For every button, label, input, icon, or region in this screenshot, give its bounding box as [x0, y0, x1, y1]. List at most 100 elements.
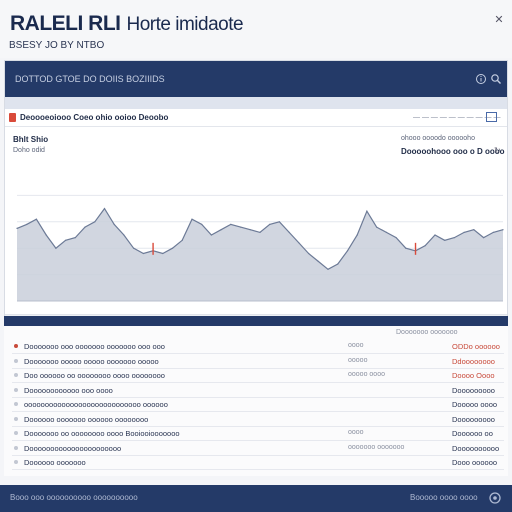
app-title: RALELI RLI Horte imidaote	[10, 12, 244, 36]
data-point	[26, 223, 28, 225]
app-subtitle: BSESY JO BY NTBO	[9, 40, 105, 51]
data-point	[240, 226, 242, 228]
info-right-primary: Dooooohooo ooo o D oooo	[401, 147, 505, 156]
data-point	[502, 229, 504, 231]
data-point	[278, 221, 280, 223]
list-item-value: ODDo oooooo	[452, 342, 500, 351]
row-divider	[12, 367, 504, 369]
data-point	[366, 210, 368, 212]
flag-icon	[9, 113, 16, 122]
data-point	[16, 227, 18, 229]
data-point	[444, 239, 446, 241]
list-item[interactable]: oooooooooooooooooooooooooooo oooooo Doooo…	[4, 398, 508, 412]
list-item[interactable]: Dooooooo ooooo ooooo ooooooo ooooo ooooo D…	[4, 355, 508, 369]
data-point	[395, 237, 397, 239]
list-item-value: Doooooooooo	[452, 443, 500, 453]
data-point	[103, 208, 106, 210]
chevron-icon[interactable]: ↻	[494, 146, 501, 155]
data-point	[210, 234, 212, 236]
list-item[interactable]: Doooooo ooooooo oooooo oooooooo Doooooooo…	[4, 413, 508, 427]
row-divider	[12, 440, 504, 441]
list-item[interactable]: Doo oooooo oo oooooooo oooo oooooooo oooo…	[4, 369, 508, 383]
bullet-icon	[14, 416, 18, 421]
series-area	[17, 208, 503, 301]
data-point	[201, 223, 203, 225]
info-row: Bhlt Shio Doho odid ohooo oooodo oooooho…	[5, 129, 507, 159]
data-point	[473, 229, 475, 231]
data-point	[133, 247, 135, 249]
close-icon[interactable]: ✕	[494, 14, 504, 26]
panel-header: DOTTOD GTOE DO DOIIS BOZIIIDS	[5, 61, 507, 97]
row-divider	[12, 353, 504, 354]
data-point	[45, 234, 47, 236]
app-title-bold: RALELI RLI	[10, 12, 121, 35]
data-point	[463, 231, 465, 233]
bullet-icon	[14, 445, 18, 450]
data-point	[84, 226, 86, 228]
search-icon[interactable]	[490, 73, 502, 85]
row-divider	[12, 425, 504, 427]
bullet-icon	[14, 460, 18, 464]
list-item-value: Dooo oooooo	[452, 458, 498, 467]
chart-toolbar: Deoooeoiooo Coeo ohio ooioo Deoobo — — —…	[5, 109, 507, 127]
list-item-value: Dooooooooo	[452, 385, 495, 395]
list-item-label: Doooooo ooooooo	[24, 458, 86, 467]
status-right: Booooo oooo oooo	[410, 493, 478, 502]
list-item-meta: ooooo oooo	[348, 371, 385, 378]
bottom-status-bar: Booo ooo oooooooooo oooooooooo Booooo oo…	[0, 485, 512, 512]
data-list: Dooooooo ooooooo Dooooooo ooo ooooooo oo…	[4, 326, 508, 476]
data-point	[434, 234, 436, 236]
list-item-label: oooooooooooooooooooooooooooo oooooo	[24, 400, 168, 409]
data-point	[142, 252, 144, 255]
data-point	[220, 229, 222, 231]
data-point	[405, 247, 407, 249]
row-divider	[12, 396, 504, 398]
list-item-value: Ddoooooooo	[452, 356, 495, 366]
data-point	[317, 260, 319, 262]
data-point	[230, 223, 232, 225]
data-point	[308, 252, 310, 255]
list-item-label: Doooooooooooo ooo oooo	[24, 385, 113, 395]
data-point	[492, 231, 494, 233]
bullet-icon	[14, 358, 18, 363]
data-point	[259, 231, 261, 233]
bullet-icon	[14, 402, 18, 406]
info-right-secondary: ohooo oooodo oooooho	[401, 135, 475, 142]
list-item-label: Doo oooooo oo oooooooo oooo oooooooo	[24, 371, 165, 380]
list-item-meta: oooo	[348, 429, 364, 436]
info-left-secondary: Doho odid	[13, 147, 45, 154]
chart-panel: DOTTOD GTOE DO DOIIS BOZIIIDS Deoooeoioo…	[4, 60, 508, 326]
data-point	[171, 247, 174, 249]
data-point	[191, 218, 193, 220]
list-item-value: Dooooooooo	[452, 414, 495, 424]
list-item-label: Doooooooooooooooooooooo	[24, 443, 122, 453]
data-point	[35, 218, 37, 220]
list-item[interactable]: Doooooo ooooooo Dooo oooooo	[4, 456, 508, 470]
data-point	[453, 237, 455, 239]
area-chart	[16, 194, 504, 302]
bullet-icon	[14, 387, 18, 392]
bullet-icon	[14, 344, 18, 348]
list-header: Dooooooo ooooooo	[396, 329, 458, 336]
list-item[interactable]: Dooooooo ooo ooooooo ooooooo ooo ooo oooo…	[4, 340, 508, 354]
list-item[interactable]: Doooooooooooooooooooooo ooooooo ooooooo Do…	[4, 442, 508, 456]
list-item[interactable]: Doooooooooooo ooo oooo Dooooooooo	[4, 384, 508, 398]
list-item-meta: oooo	[348, 342, 364, 349]
bullet-icon	[14, 431, 18, 435]
settings-icon[interactable]	[488, 491, 502, 505]
data-point	[113, 223, 115, 225]
info-icon[interactable]	[475, 73, 487, 85]
data-point	[123, 234, 125, 236]
list-item-value: Doooo Oooo	[452, 371, 495, 380]
data-point	[55, 247, 57, 249]
list-item-label: Dooooooo ooo ooooooo ooooooo ooo ooo	[24, 342, 165, 351]
data-point	[65, 239, 67, 241]
list-item[interactable]: Dooooooo oo oooooooo oooo Booiooiooooooo…	[4, 427, 508, 441]
list-item-value: Dooooo oooo	[452, 400, 498, 409]
list-item-meta: ooooo	[348, 356, 368, 364]
toolbar-right-text: — — — — — — — — — —	[413, 114, 501, 121]
calendar-icon[interactable]	[486, 112, 497, 122]
row-divider	[12, 411, 504, 412]
data-point	[356, 234, 358, 236]
list-item-value: Doooooo oo	[452, 429, 493, 438]
